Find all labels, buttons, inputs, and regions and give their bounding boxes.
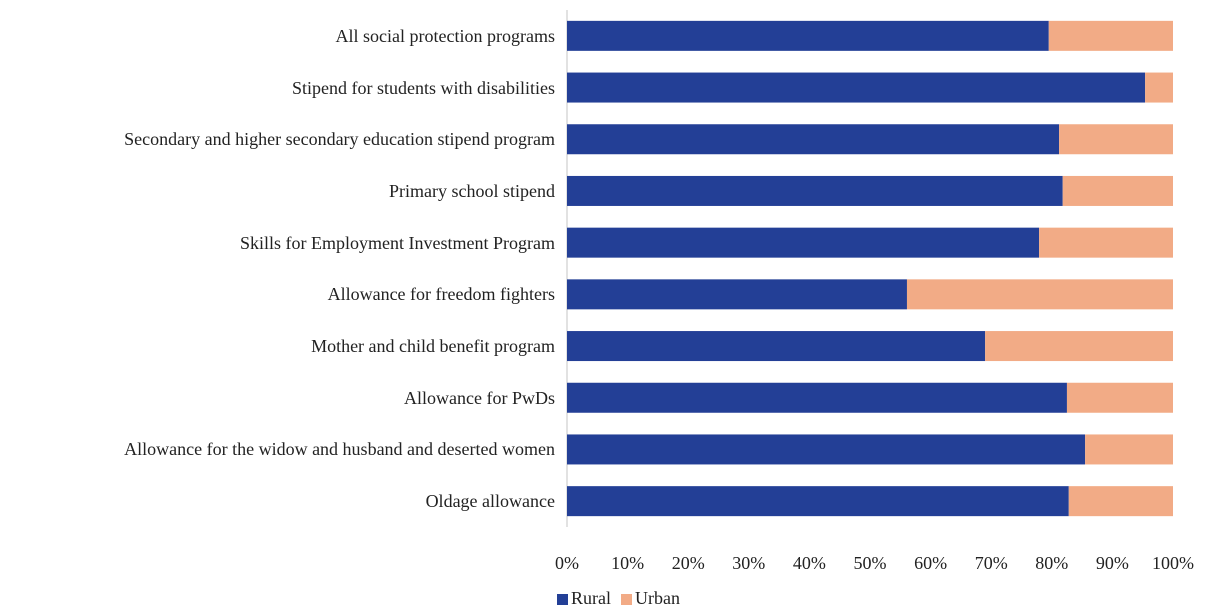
bar-segment [1068, 486, 1173, 517]
legend-swatch [621, 594, 632, 605]
bar-segment [567, 486, 1069, 517]
bar-segment [567, 227, 1040, 258]
x-tick-label: 60% [914, 553, 947, 573]
bar-segment [1066, 382, 1173, 413]
y-tick-label: All social protection programs [335, 25, 555, 46]
y-tick-label: Secondary and higher secondary education… [124, 129, 555, 150]
x-tick-label: 10% [611, 553, 644, 573]
x-tick-label: 80% [1035, 553, 1068, 573]
y-tick-label: Allowance for freedom fighters [327, 284, 555, 305]
bar-segment [567, 72, 1146, 103]
bar-segment [1085, 434, 1173, 465]
x-tick-label: 40% [793, 553, 826, 573]
y-tick-label: Oldage allowance [425, 491, 555, 512]
legend-swatch [557, 594, 568, 605]
bar-segment [906, 279, 1173, 310]
bar-segment [1048, 20, 1173, 51]
x-tick-label: 70% [975, 553, 1008, 573]
bar-segment [1145, 72, 1173, 103]
x-tick-label: 20% [672, 553, 705, 573]
x-tick-label: 0% [555, 553, 579, 573]
x-tick-label: 100% [1152, 553, 1194, 573]
bar-segment [1062, 175, 1173, 206]
bar-segment [567, 434, 1086, 465]
x-tick-label: 50% [854, 553, 887, 573]
x-tick-label: 30% [732, 553, 765, 573]
y-tick-label: Skills for Employment Investment Program [240, 232, 555, 253]
bar-segment [985, 331, 1173, 362]
y-tick-label: Mother and child benefit program [311, 336, 555, 357]
legend-label: Rural [571, 588, 611, 607]
bar-segment [567, 20, 1049, 51]
bar-segment [567, 382, 1067, 413]
bar-segment [567, 175, 1063, 206]
bar-segment [567, 124, 1060, 155]
bar-segment [567, 331, 986, 362]
legend-label: Urban [635, 588, 680, 607]
x-tick-label: 90% [1096, 553, 1129, 573]
bar-segment [1059, 124, 1173, 155]
y-tick-label: Primary school stipend [389, 180, 555, 201]
y-tick-label: Allowance for PwDs [404, 387, 555, 408]
y-tick-label: Stipend for students with disabilities [292, 77, 555, 98]
bar-segment [567, 279, 907, 310]
y-tick-label: Allowance for the widow and husband and … [124, 439, 555, 460]
bar-segment [1039, 227, 1173, 258]
